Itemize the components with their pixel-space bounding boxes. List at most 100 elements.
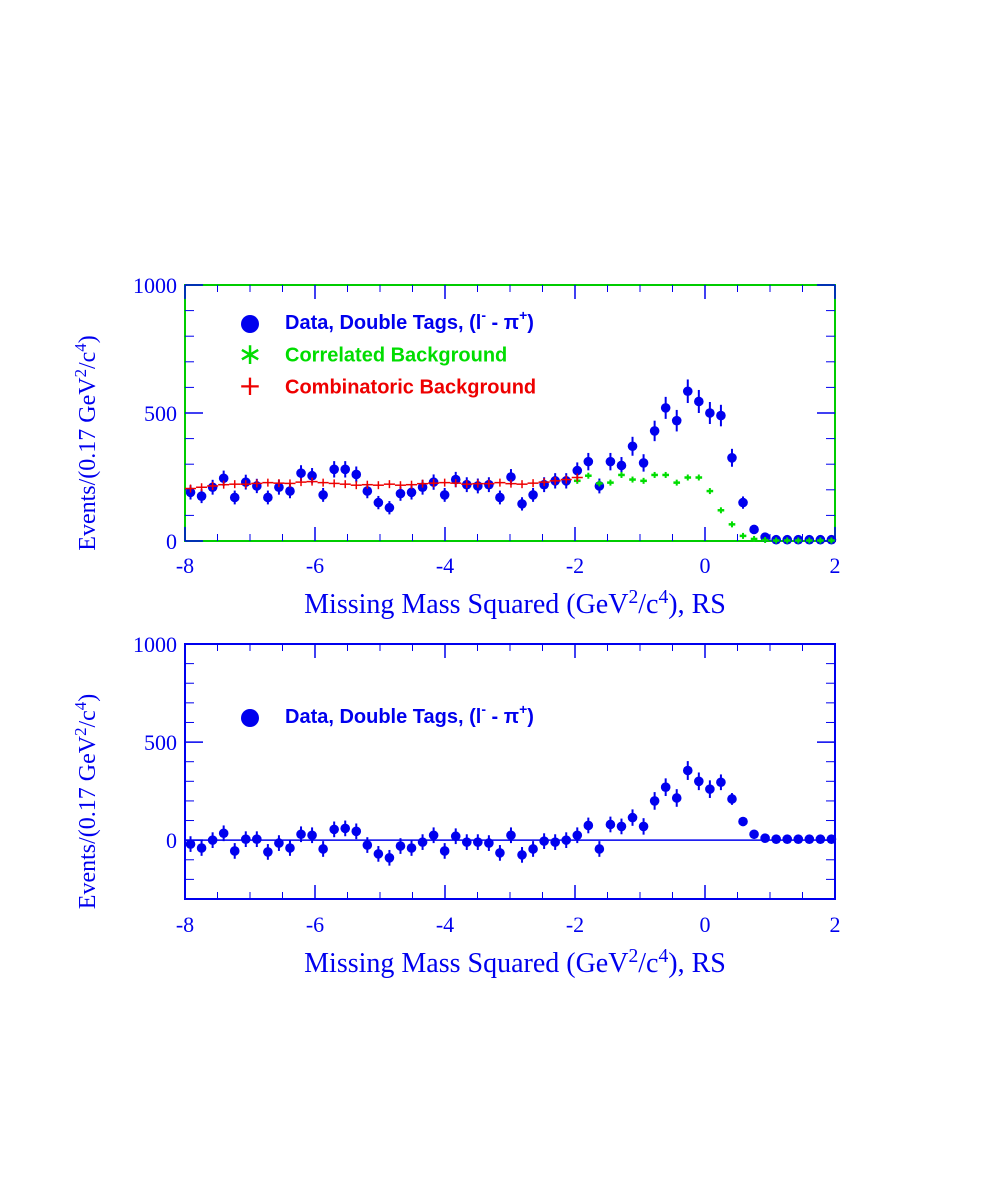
x-tick-label: -8 (176, 553, 194, 578)
data-point (793, 834, 804, 844)
legend-marker-data (241, 315, 259, 333)
data-point (406, 487, 417, 498)
data-point (384, 853, 395, 863)
data-point (384, 502, 395, 513)
data-point (749, 524, 759, 535)
data-point (782, 834, 793, 844)
data-point (627, 812, 638, 823)
data-point (285, 486, 295, 496)
data-point (649, 796, 660, 806)
data-point (351, 826, 362, 837)
data-point (318, 844, 328, 854)
data-point (362, 486, 373, 496)
data-point (716, 410, 726, 421)
data-point (528, 490, 538, 500)
legend-marker-data (241, 709, 259, 727)
data-point (605, 819, 616, 830)
data-point (240, 834, 251, 844)
series-data (185, 379, 837, 545)
y-tick-label: 500 (144, 401, 177, 426)
data-point (263, 492, 273, 503)
data-point (694, 776, 704, 787)
legend-marker-correlated: ∗ (237, 337, 262, 372)
data-point (263, 847, 273, 857)
data-point (550, 837, 560, 847)
data-point (826, 834, 837, 844)
data-point (329, 824, 339, 835)
data-point (428, 830, 439, 841)
legend-entry-combinatoric: + Combinatoric Background (238, 369, 536, 402)
data-point (660, 403, 671, 413)
legend-entry-data: Data, Double Tags, (l- - π+) (241, 701, 534, 729)
data-point (539, 836, 549, 846)
data-point (439, 490, 450, 500)
series-combinatoric (185, 473, 583, 493)
data-point (406, 843, 417, 853)
data-point (373, 849, 384, 859)
legend-marker-combinatoric: + (238, 369, 261, 402)
data-point (506, 830, 516, 841)
data-point (727, 794, 737, 804)
data-point (373, 497, 384, 508)
data-point (229, 492, 240, 503)
data-point (727, 453, 737, 463)
data-point (461, 837, 472, 847)
data-point (561, 835, 572, 845)
data-point (495, 848, 505, 858)
data-point (395, 841, 406, 851)
data-point (694, 396, 704, 407)
y-axis-label: Events/(0.17 GeV2/c4) (71, 694, 102, 909)
data-point (638, 458, 649, 468)
data-point (649, 426, 660, 436)
data-point (207, 835, 218, 845)
x-tick-label: -2 (566, 553, 584, 578)
data-point (583, 820, 594, 831)
x-axis-label: Missing Mass Squared (GeV2/c4), RS (304, 587, 726, 621)
data-point (760, 833, 770, 843)
data-point (705, 408, 715, 418)
data-point (738, 497, 748, 508)
data-point (495, 492, 505, 503)
legend-label: Data, Double Tags, (l- - π+) (285, 701, 534, 729)
data-point (572, 465, 583, 476)
data-point (450, 831, 461, 842)
data-point (296, 829, 306, 840)
data-point (616, 821, 627, 832)
legend-label: Data, Double Tags, (l- - π+) (285, 307, 534, 335)
y-axis-label: Events/(0.17 GeV2/c4) (71, 335, 102, 550)
data-point (285, 843, 295, 853)
data-point (351, 469, 362, 480)
y-tick-label: 0 (166, 529, 177, 554)
legend-label: Combinatoric Background (285, 376, 536, 398)
plot-frame (184, 643, 836, 900)
data-point (185, 839, 196, 849)
x-tick-label: 0 (700, 912, 711, 937)
data-point (528, 844, 538, 854)
data-point (296, 468, 306, 478)
data-point (583, 456, 594, 467)
top-panel: -8 -6 -4 -2 0 2 0 500 1000 Missing Mass Squared (… (71, 273, 841, 620)
data-point (340, 823, 351, 834)
data-point (229, 846, 240, 856)
data-point (340, 464, 351, 475)
data-point (218, 473, 229, 484)
data-point (307, 830, 317, 841)
data-point (439, 846, 450, 856)
data-point (274, 838, 284, 848)
data-point (705, 784, 715, 794)
data-point (484, 838, 494, 848)
data-point (506, 472, 516, 482)
x-tick-label: -8 (176, 912, 194, 937)
legend-entry-data: Data, Double Tags, (l- - π+) (241, 307, 534, 335)
x-tick-label: -4 (436, 553, 454, 578)
data-point (682, 386, 693, 397)
y-tick-label: 0 (166, 828, 177, 853)
data-point (627, 441, 638, 452)
data-point (638, 821, 649, 832)
data-point (594, 844, 605, 854)
x-tick-label: 0 (700, 553, 711, 578)
data-point (329, 464, 339, 475)
x-tick-label: -4 (436, 912, 454, 937)
legend-entry-correlated: ∗ Correlated Background (237, 337, 507, 372)
